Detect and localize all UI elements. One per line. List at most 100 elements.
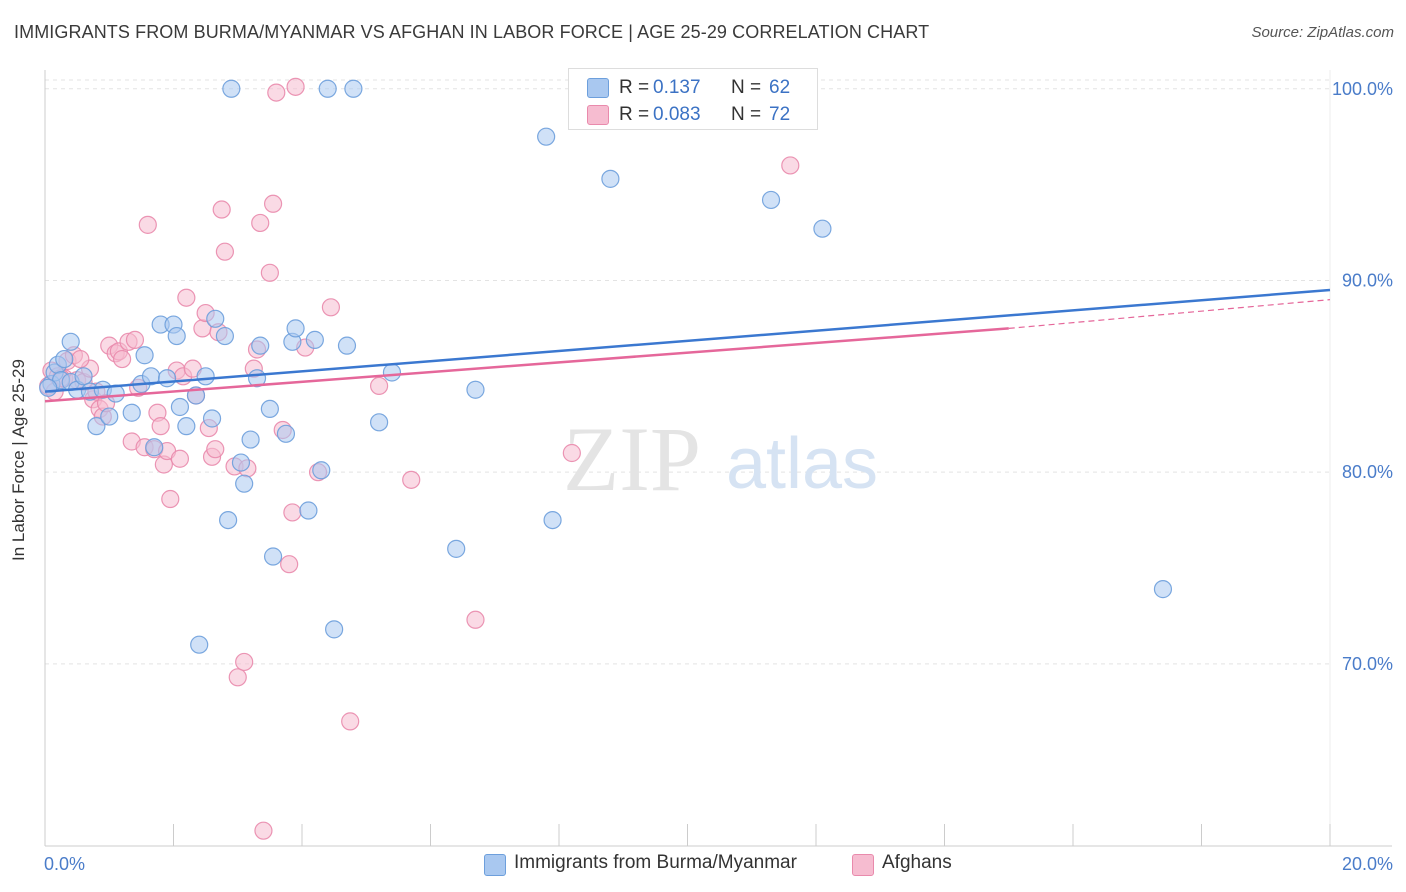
afghans-point: [562, 443, 581, 463]
y-tick-label: 100.0%: [1332, 79, 1393, 99]
legend-label-burma: Immigrants from Burma/Myanmar: [514, 852, 797, 873]
burma-point: [177, 417, 196, 436]
correlation-legend: R = 0.137 N = 62 R = 0.083 N = 72: [568, 68, 818, 130]
burma-point: [543, 510, 562, 530]
burma-point: [219, 510, 238, 530]
burma-point: [231, 453, 251, 472]
axes: [44, 70, 1392, 847]
x-tick-label: 0.0%: [44, 854, 85, 874]
burma-point: [370, 413, 389, 432]
afghans-point: [341, 712, 360, 731]
legend-swatch-burma: [587, 78, 609, 98]
burma-point: [761, 190, 781, 210]
afghans-point: [283, 503, 302, 522]
y-tick-label: 90.0%: [1342, 270, 1393, 290]
burma-point: [135, 346, 154, 365]
burma-point: [325, 620, 344, 639]
burma-point: [157, 369, 177, 388]
burma-point: [286, 319, 305, 338]
afghans-point: [254, 821, 273, 840]
legend-n-label: N =: [731, 77, 762, 98]
burma-point: [305, 330, 324, 349]
burma-point: [601, 169, 620, 188]
legend-label-afghans: Afghans: [882, 852, 952, 873]
burma-point: [206, 309, 225, 328]
burma-point: [337, 336, 357, 355]
burma-point: [100, 407, 119, 426]
afghans-point: [151, 417, 170, 436]
afghans-trend-extension: [1008, 299, 1331, 329]
afghans-point: [206, 440, 225, 459]
afghans-point: [267, 83, 286, 102]
burma-point: [235, 474, 254, 493]
burma-point: [312, 461, 331, 480]
source-label: Source: ZipAtlas.com: [1251, 24, 1394, 41]
afghans-point: [71, 349, 90, 369]
chart-title: IMMIGRANTS FROM BURMA/MYANMAR VS AFGHAN …: [14, 22, 930, 42]
burma-trend-line: [44, 288, 1331, 393]
burma-point: [202, 409, 222, 428]
afghans-point: [251, 213, 270, 233]
legend-r-label: R =: [619, 77, 650, 98]
legend-swatch-burma: [484, 854, 506, 876]
legend-n-value: 72: [769, 104, 791, 125]
afghans-point: [286, 77, 305, 96]
burma-point: [74, 367, 93, 386]
afghans-point: [212, 200, 231, 219]
afghans-point: [781, 156, 800, 175]
watermark: ZIP atlas: [563, 408, 878, 510]
burma-points: [39, 79, 1173, 654]
burma-point: [241, 430, 260, 449]
watermark-atlas: atlas: [726, 424, 878, 504]
burma-point: [215, 326, 234, 346]
burma-point: [537, 127, 556, 146]
burma-point: [190, 635, 209, 654]
burma-point: [222, 79, 241, 98]
burma-point: [251, 336, 270, 355]
y-tick-label: 80.0%: [1342, 462, 1393, 482]
burma-point: [61, 332, 80, 351]
burma-point: [145, 438, 164, 457]
burma-point: [382, 363, 402, 382]
legend-r-label: R =: [619, 104, 650, 125]
burma-point: [196, 367, 215, 386]
burma-point: [344, 79, 363, 98]
legend-swatch-afghans: [587, 105, 609, 125]
legend-swatch-afghans: [852, 854, 874, 876]
afghans-point: [466, 610, 485, 629]
burma-point: [170, 397, 190, 417]
legend-n-label: N =: [731, 104, 762, 125]
afghans-point: [370, 376, 389, 396]
afghans-point: [112, 349, 132, 369]
legend-r-value: 0.137: [653, 77, 701, 98]
afghans-point: [177, 288, 196, 307]
afghans-point: [263, 194, 283, 213]
tick-labels: 70.0% 80.0% 90.0% 100.0% 0.0% 20.0%: [44, 79, 1393, 874]
burma-point: [167, 326, 186, 346]
afghans-point: [260, 263, 279, 282]
burma-point: [276, 424, 296, 443]
afghans-point: [125, 330, 145, 349]
afghans-point: [228, 668, 247, 687]
y-tick-label: 70.0%: [1342, 654, 1393, 674]
afghans-point: [321, 298, 341, 317]
burma-point: [263, 547, 283, 566]
afghans-point: [402, 470, 421, 489]
x-tick-label: 20.0%: [1342, 854, 1393, 874]
burma-point: [55, 349, 74, 369]
burma-point: [39, 378, 58, 397]
afghans-trend-line: [44, 327, 1009, 403]
trend-lines: [44, 288, 1331, 403]
burma-point: [87, 417, 106, 436]
afghans-point: [170, 449, 190, 468]
afghans-point: [235, 652, 254, 672]
burma-point: [813, 219, 832, 238]
afghans-point: [280, 555, 299, 574]
afghans-point: [215, 242, 234, 261]
afghans-point: [138, 215, 157, 234]
afghans-point: [161, 489, 180, 509]
burma-point: [122, 403, 141, 422]
y-axis-label: In Labor Force | Age 25-29: [9, 359, 28, 561]
legend-r-value: 0.083: [653, 104, 701, 125]
